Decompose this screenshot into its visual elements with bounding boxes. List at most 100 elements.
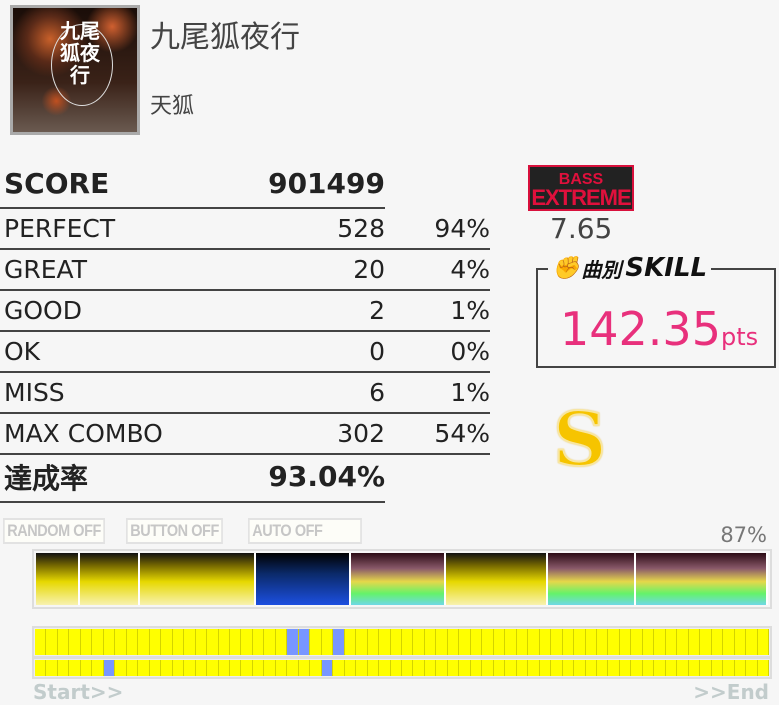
timeline-cell bbox=[562, 660, 575, 676]
timeline-cell bbox=[447, 629, 460, 655]
fist-icon: ✊ bbox=[552, 255, 580, 281]
skill-unit: pts bbox=[720, 323, 759, 351]
timeline-cell bbox=[241, 629, 253, 655]
timeline-cell bbox=[688, 660, 701, 676]
timeline-cell bbox=[333, 629, 345, 655]
timeline-cell bbox=[574, 629, 586, 655]
skill-header: ✊ 曲別 SKILL bbox=[548, 253, 712, 283]
timeline-cell bbox=[172, 660, 185, 676]
achievement-label: 達成率 bbox=[4, 461, 89, 495]
timeline-cell bbox=[344, 629, 357, 655]
skill-header-jp: 曲別 bbox=[581, 257, 622, 282]
timeline-cell bbox=[218, 629, 230, 655]
skill-value: 142.35pts bbox=[560, 302, 758, 356]
song-artist: 天狐 bbox=[150, 94, 195, 119]
timeline-cell bbox=[539, 660, 552, 676]
timeline-cell bbox=[436, 629, 448, 655]
timeline-cell bbox=[80, 629, 93, 655]
timeline-cell bbox=[482, 629, 494, 655]
timeline-cell bbox=[229, 660, 242, 676]
gauge-segment bbox=[36, 553, 80, 605]
row-label: GREAT bbox=[4, 255, 87, 284]
row-value: 0 bbox=[369, 337, 385, 366]
achievement-row: 達成率 93.04% bbox=[0, 456, 385, 497]
timeline-cell bbox=[436, 660, 448, 676]
timeline-cell bbox=[356, 629, 368, 655]
timeline-cell bbox=[539, 629, 552, 655]
row-value: 528 bbox=[337, 214, 385, 243]
timeline-cell bbox=[470, 660, 483, 676]
skill-number: 142.35 bbox=[560, 302, 721, 356]
score-value: 901499 bbox=[268, 167, 385, 200]
timeline-cell bbox=[631, 629, 643, 655]
timeline-cell bbox=[402, 629, 414, 655]
timeline-cell bbox=[402, 660, 414, 676]
row-percent: 4% bbox=[450, 255, 490, 284]
timeline-cell bbox=[424, 629, 437, 655]
score-row: SCORE 901499 bbox=[0, 163, 385, 204]
timeline-cell bbox=[115, 660, 127, 676]
timeline-cell bbox=[367, 629, 380, 655]
timeline-cell bbox=[46, 660, 58, 676]
timeline-cell bbox=[69, 660, 81, 676]
gauge-percent: 87% bbox=[720, 523, 767, 547]
timeline-cell bbox=[482, 660, 494, 676]
option-auto: AUTO OFF bbox=[248, 518, 362, 544]
timeline-cell bbox=[585, 629, 597, 655]
timeline-cell bbox=[126, 629, 139, 655]
difficulty-badge: BASS EXTREME bbox=[528, 165, 634, 211]
gauge-segment bbox=[548, 553, 637, 605]
timeline-cell bbox=[654, 660, 666, 676]
timeline-cell bbox=[723, 629, 735, 655]
timeline-cell bbox=[551, 629, 563, 655]
timeline-cell bbox=[551, 660, 563, 676]
timeline-row-2 bbox=[32, 657, 772, 679]
timeline-cell bbox=[585, 660, 597, 676]
timeline-cell bbox=[80, 660, 93, 676]
timeline-cell bbox=[367, 660, 380, 676]
start-label: Start>> bbox=[33, 680, 124, 704]
timeline-cell bbox=[746, 629, 758, 655]
timeline-cell bbox=[677, 629, 689, 655]
gauge-segment bbox=[446, 553, 549, 605]
row-value: 20 bbox=[353, 255, 385, 284]
timeline-cell bbox=[103, 629, 116, 655]
option-random: RANDOM OFF bbox=[3, 518, 106, 544]
timeline-cell bbox=[195, 629, 208, 655]
timeline-cell bbox=[493, 629, 506, 655]
timeline-cell bbox=[35, 660, 47, 676]
timeline-cell bbox=[642, 660, 655, 676]
result-row-ok: OK 0 0% bbox=[0, 331, 490, 372]
gauge-segment bbox=[255, 553, 351, 605]
timeline-cell bbox=[711, 629, 724, 655]
timeline-cell bbox=[619, 629, 632, 655]
result-row-great: GREAT 20 4% bbox=[0, 249, 490, 290]
timeline-cell bbox=[264, 629, 276, 655]
achievement-value: 93.04% bbox=[268, 460, 385, 493]
gauge-segment bbox=[80, 553, 140, 605]
timeline-cell bbox=[677, 660, 689, 676]
timeline-cell bbox=[321, 660, 334, 676]
difficulty-name: EXTREME bbox=[531, 185, 631, 210]
timeline-cell bbox=[642, 629, 655, 655]
timeline-cell bbox=[356, 660, 368, 676]
timeline-cell bbox=[138, 629, 150, 655]
timeline-cell bbox=[287, 629, 299, 655]
timeline-cell bbox=[207, 660, 219, 676]
timeline-cell bbox=[723, 660, 735, 676]
result-row-max-combo: MAX COMBO 302 54% bbox=[0, 413, 490, 454]
timeline-cell bbox=[126, 660, 139, 676]
end-label: >>End bbox=[693, 680, 769, 704]
row-value: 302 bbox=[337, 419, 385, 448]
timeline-cell bbox=[734, 660, 747, 676]
timeline-cell bbox=[700, 629, 712, 655]
result-row-miss: MISS 6 1% bbox=[0, 372, 490, 413]
timeline-cell bbox=[470, 629, 483, 655]
timeline-cell bbox=[264, 660, 276, 676]
timeline-cell bbox=[115, 629, 127, 655]
result-row-perfect: PERFECT 528 94% bbox=[0, 208, 490, 249]
timeline-cell bbox=[310, 660, 322, 676]
timeline-cell bbox=[298, 660, 311, 676]
timeline-cell bbox=[207, 629, 219, 655]
row-label: PERFECT bbox=[4, 214, 116, 243]
